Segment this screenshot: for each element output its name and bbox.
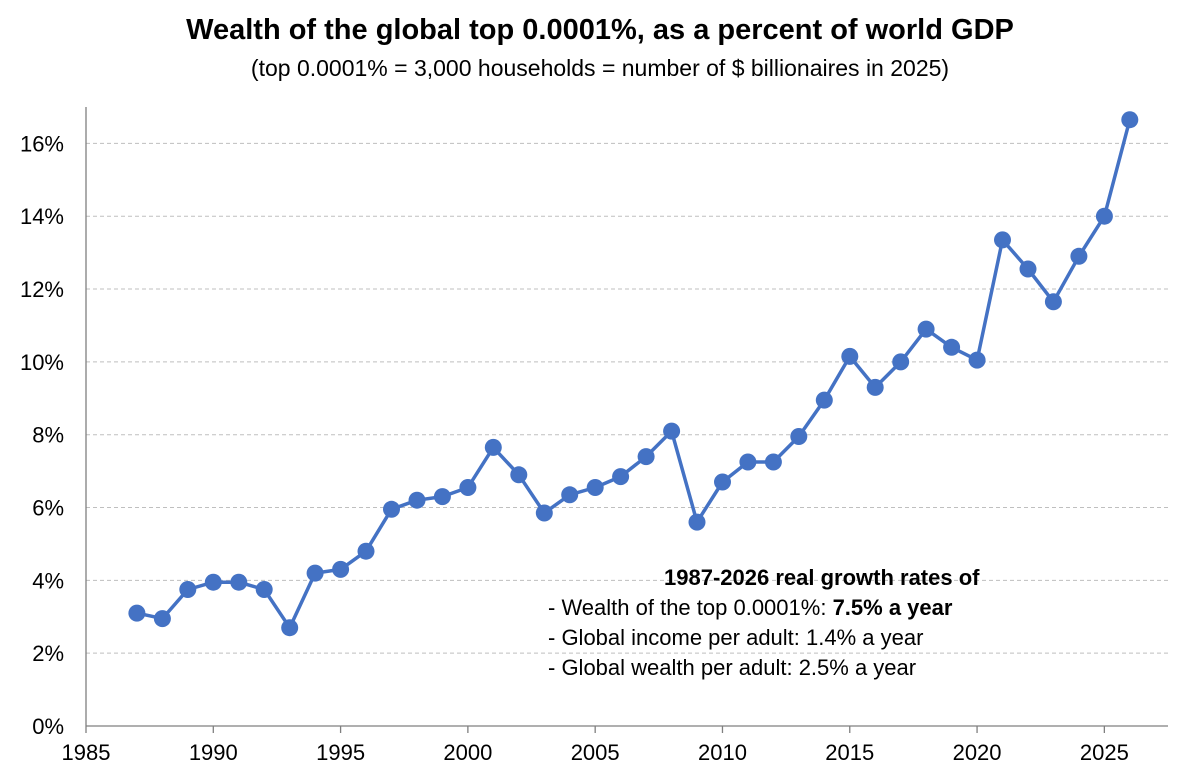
data-point-1989: [179, 581, 197, 598]
x-tick-label: 2000: [443, 740, 492, 765]
data-point-2003: [535, 504, 553, 522]
data-point-2014: [815, 391, 833, 409]
data-point-2005: [586, 479, 604, 496]
data-point-2013: [790, 428, 808, 445]
annotation-line-1-label: - Wealth of the top 0.0001%:: [548, 595, 833, 620]
data-point-1995: [332, 560, 350, 578]
data-point-2015: [841, 347, 859, 365]
data-point-2007: [637, 448, 655, 466]
data-point-2020: [968, 351, 986, 369]
chart-subtitle: (top 0.0001% = 3,000 households = number…: [250, 55, 950, 81]
y-tick-label: 16%: [20, 131, 64, 156]
x-tick-label: 2020: [953, 740, 1002, 765]
data-point-2018: [917, 320, 935, 338]
data-point-2009: [688, 513, 706, 531]
data-point-2001: [484, 438, 502, 456]
data-series: [128, 111, 1139, 637]
y-tick-label: 4%: [32, 568, 64, 593]
annotation-heading: 1987-2026 real growth rates of: [664, 565, 980, 590]
data-point-2004: [561, 486, 579, 504]
data-point-2025: [1095, 207, 1113, 225]
growth-rates-annotation: 1987-2026 real growth rates of - Wealth …: [548, 563, 979, 683]
data-point-2019: [943, 338, 961, 356]
y-tick-label: 0%: [32, 714, 64, 739]
y-tick-label: 2%: [32, 641, 64, 666]
y-tick-label: 6%: [32, 496, 64, 521]
y-tick-label: 14%: [20, 204, 64, 229]
x-tick-label: 2015: [825, 740, 874, 765]
data-point-1997: [383, 500, 400, 518]
annotation-line-3: - Global wealth per adult: 2.5% a year: [548, 655, 917, 680]
data-point-2002: [510, 466, 528, 484]
data-point-2016: [866, 378, 884, 396]
y-tick-label: 8%: [32, 423, 64, 448]
x-tick-label: 1990: [189, 740, 238, 765]
y-tick-label: 10%: [20, 350, 64, 375]
annotation-line-1: - Wealth of the top 0.0001%: 7.5% a year: [548, 593, 979, 623]
data-point-1992: [255, 581, 273, 598]
data-point-1998: [408, 491, 426, 509]
annotation-line-2: - Global income per adult: 1.4% a year: [548, 625, 924, 650]
series-line: [136, 119, 1132, 630]
x-tick-label: 2005: [571, 740, 620, 765]
data-point-1991: [230, 573, 248, 591]
data-point-1987: [128, 604, 146, 622]
data-point-1988: [153, 610, 171, 628]
x-tick-label: 2010: [698, 740, 747, 765]
data-point-1994: [306, 564, 324, 582]
data-point-1999: [433, 488, 451, 506]
x-tick-label: 2025: [1080, 740, 1129, 765]
data-point-2022: [1019, 260, 1037, 278]
data-point-2008: [663, 422, 681, 440]
data-point-1993: [281, 619, 299, 637]
x-tick-label: 1995: [316, 740, 365, 765]
data-point-2012: [764, 453, 782, 471]
data-point-2006: [612, 468, 630, 486]
data-point-1996: [357, 542, 375, 560]
data-point-2010: [714, 473, 731, 491]
data-point-2024: [1070, 247, 1088, 265]
data-point-2011: [739, 453, 757, 471]
x-tick-labels: 1985 1990 1995 2000 2005 2010 2015 2020 2025: [62, 740, 1129, 765]
x-tick-label: 1985: [62, 740, 111, 765]
data-point-2023: [1044, 293, 1062, 311]
data-point-2000: [459, 479, 477, 496]
data-point-2021: [994, 231, 1011, 249]
chart-title: Wealth of the global top 0.0001%, as a p…: [186, 14, 1014, 46]
data-point-1990: [204, 573, 222, 591]
data-point-2026: [1121, 111, 1139, 129]
annotation-line-1-value: 7.5% a year: [832, 595, 953, 620]
y-tick-label: 12%: [20, 277, 64, 302]
y-tick-labels: 0% 2% 4% 6% 8% 10% 12% 14% 16%: [20, 131, 64, 739]
data-point-2017: [892, 353, 910, 371]
grid-lines: [86, 142, 1168, 654]
axes: [85, 107, 1168, 733]
